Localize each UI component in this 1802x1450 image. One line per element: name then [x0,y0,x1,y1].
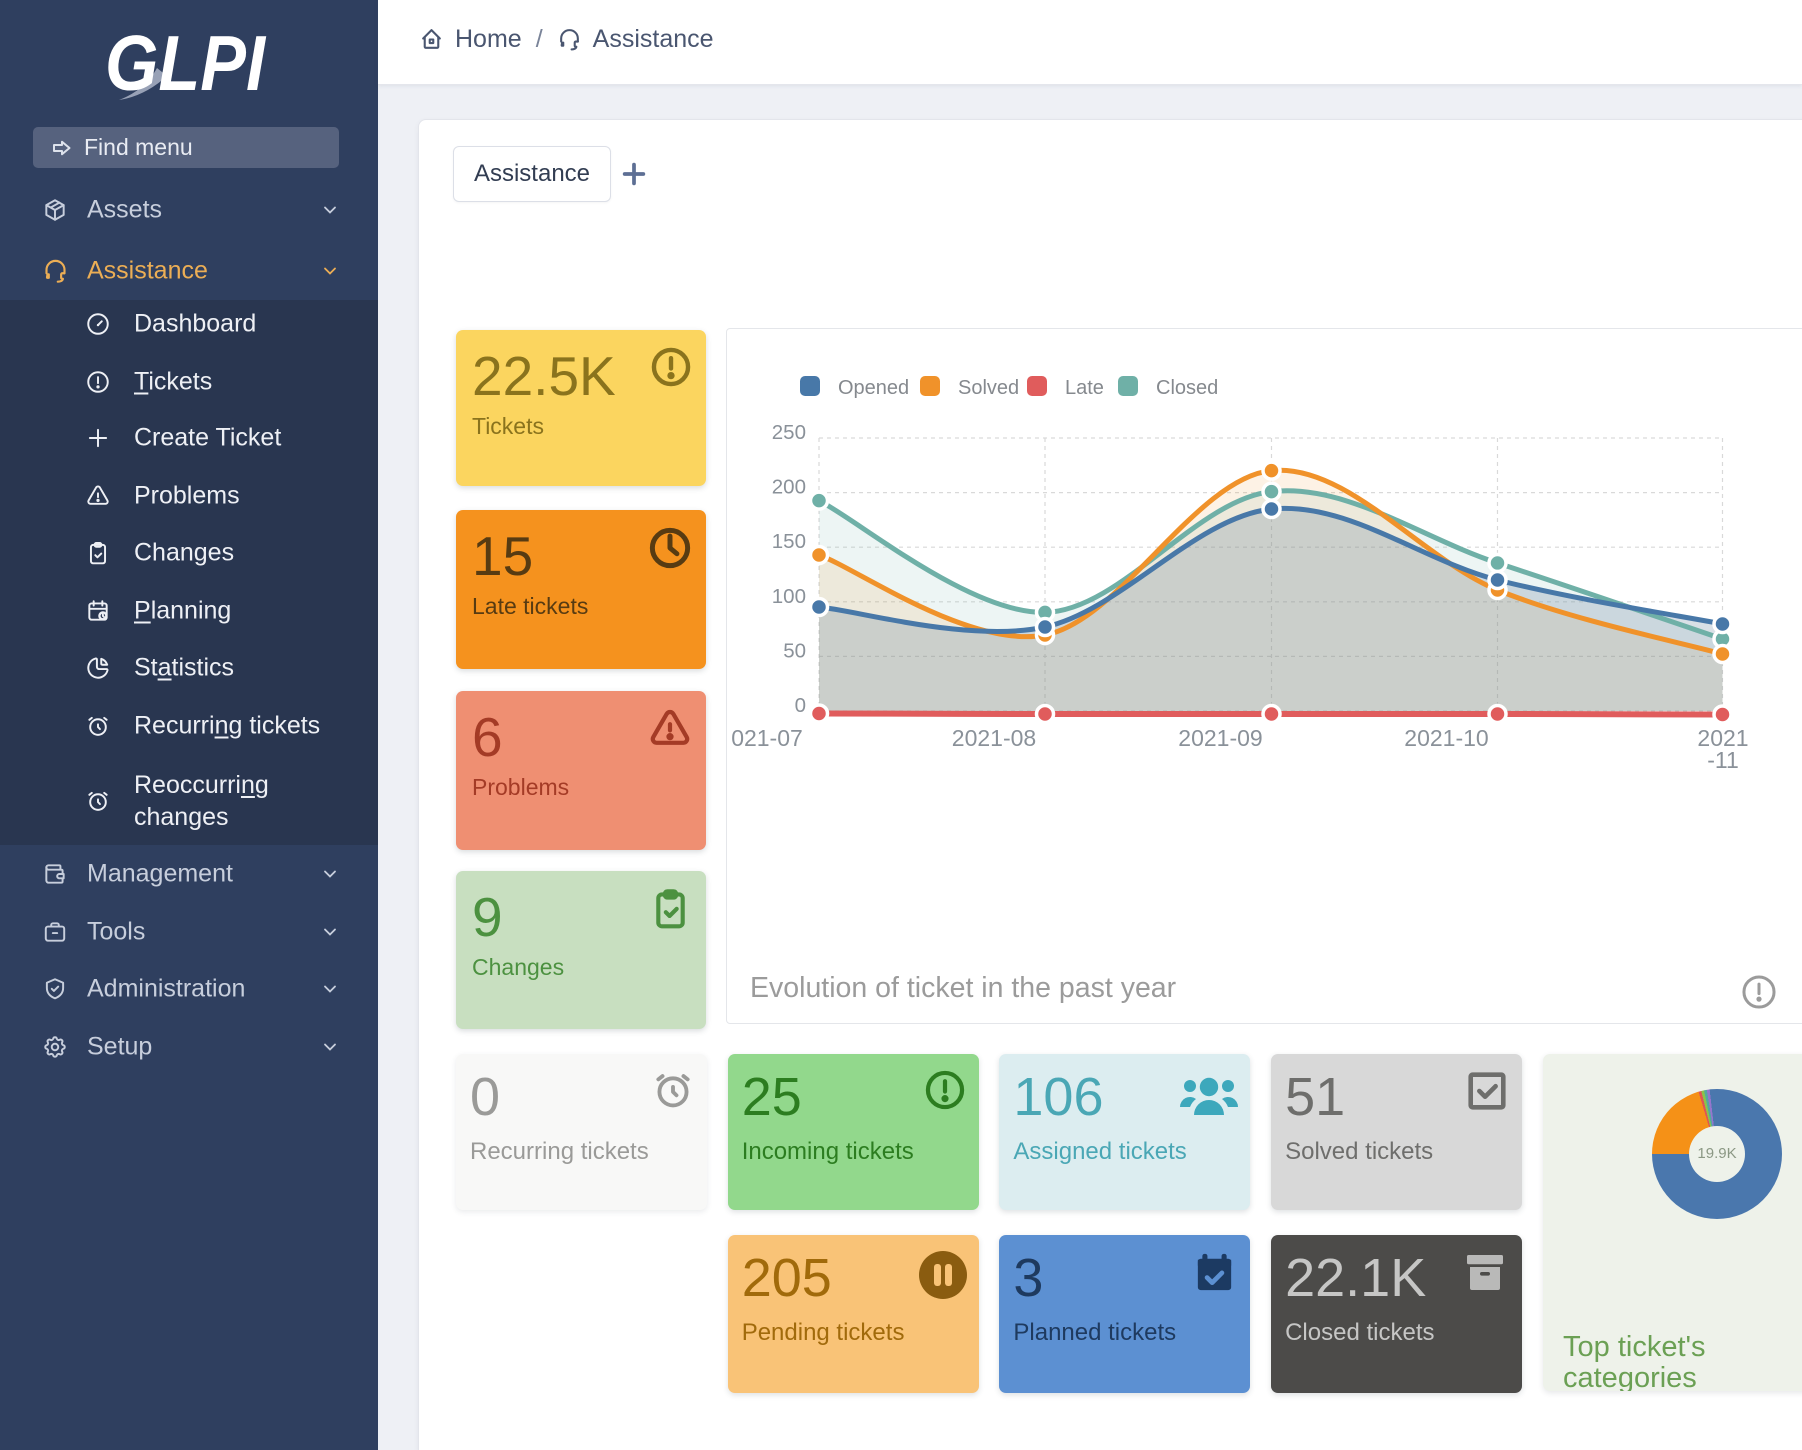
svg-text:0: 0 [794,694,805,717]
svg-text:2021-10: 2021-10 [1404,725,1488,751]
svg-text:Late: Late [1065,377,1104,399]
svg-text:100: 100 [771,585,805,608]
svg-text:-11: -11 [1707,747,1739,773]
svg-text:200: 200 [771,476,805,499]
svg-text:021-07: 021-07 [731,725,803,751]
svg-text:150: 150 [771,530,805,553]
svg-text:2021-08: 2021-08 [951,725,1035,751]
svg-text:Solved: Solved [958,377,1019,399]
svg-text:2021: 2021 [1697,725,1748,751]
svg-text:50: 50 [783,639,806,662]
svg-text:GLPI: GLPI [105,28,266,104]
svg-text:250: 250 [771,421,805,444]
svg-text:Opened: Opened [838,377,909,399]
svg-text:Closed: Closed [1156,377,1218,399]
svg-text:2021-09: 2021-09 [1178,725,1262,751]
